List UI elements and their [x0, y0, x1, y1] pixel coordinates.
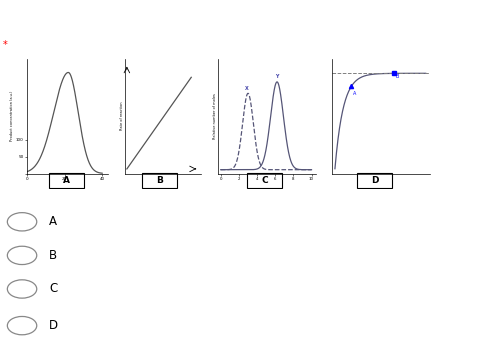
Y-axis label: Rate of reaction: Rate of reaction — [120, 102, 123, 130]
Text: A: A — [49, 215, 57, 228]
Text: D: D — [49, 319, 58, 332]
Bar — [142, 173, 177, 188]
Text: B: B — [49, 249, 57, 262]
Y-axis label: Product concentration (a.u.): Product concentration (a.u.) — [10, 91, 14, 142]
Text: Which from the graphical representation that shows increasing rate of reaction?: Which from the graphical representation … — [6, 12, 462, 23]
Bar — [247, 173, 282, 188]
Text: C: C — [261, 176, 268, 185]
Y-axis label: Relative number of moles: Relative number of moles — [213, 93, 217, 139]
Text: A: A — [63, 176, 70, 185]
Text: Y: Y — [275, 74, 278, 79]
Bar — [49, 173, 84, 188]
Text: C: C — [49, 282, 57, 296]
Text: A: A — [353, 91, 356, 96]
Text: X: X — [245, 86, 248, 91]
Text: B: B — [395, 74, 399, 79]
Text: D: D — [371, 176, 379, 185]
Bar — [357, 173, 392, 188]
Text: *: * — [2, 40, 7, 50]
Text: B: B — [156, 176, 163, 185]
